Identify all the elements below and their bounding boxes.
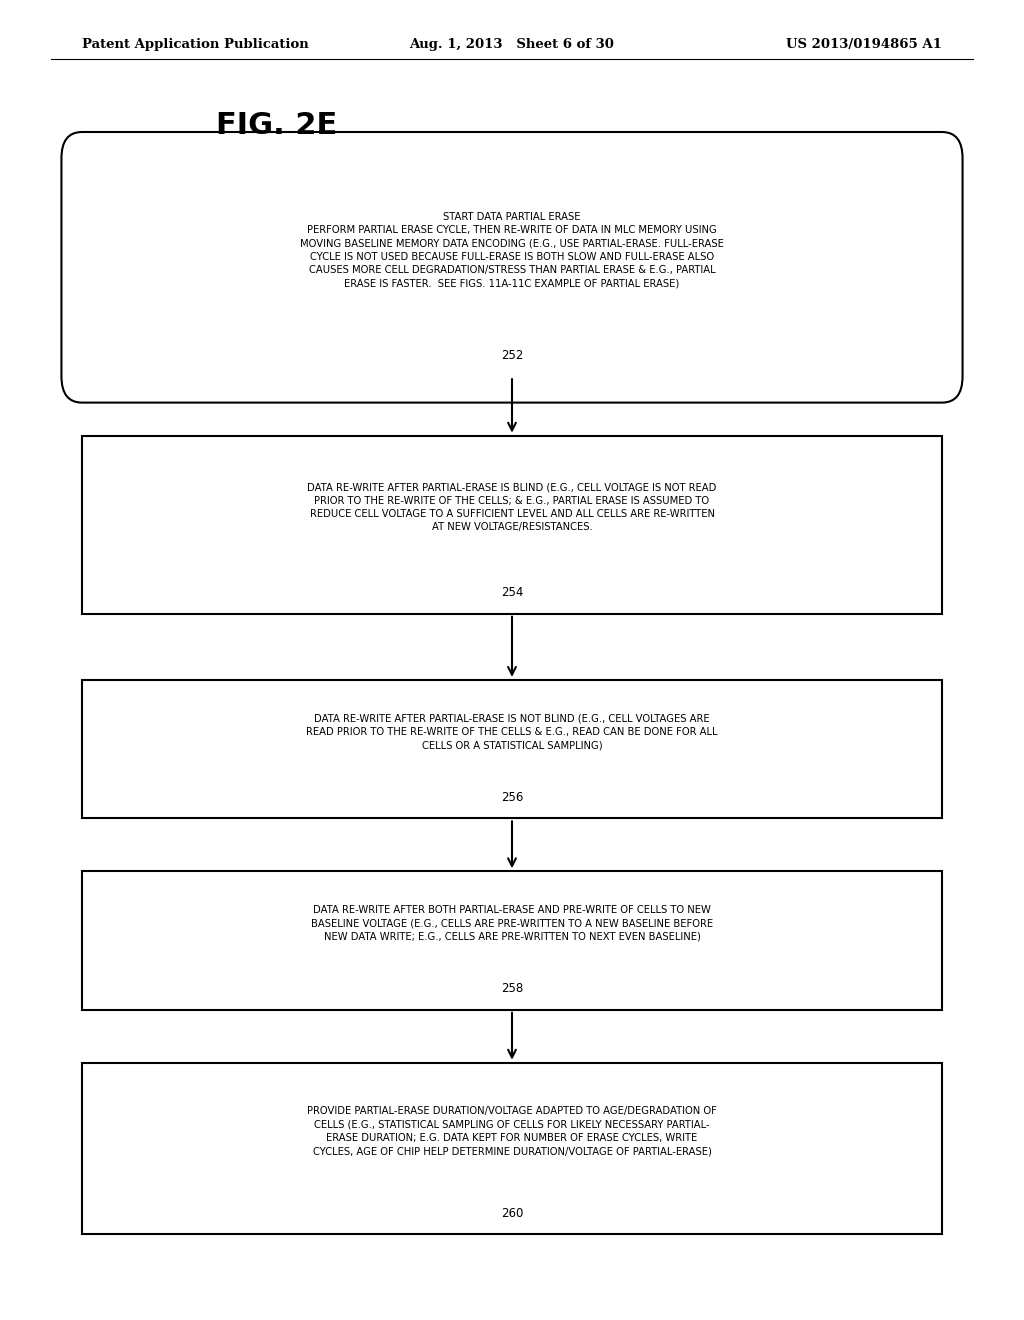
Text: US 2013/0194865 A1: US 2013/0194865 A1: [786, 38, 942, 51]
Text: 256: 256: [501, 791, 523, 804]
Text: Aug. 1, 2013   Sheet 6 of 30: Aug. 1, 2013 Sheet 6 of 30: [410, 38, 614, 51]
FancyBboxPatch shape: [61, 132, 963, 403]
FancyBboxPatch shape: [82, 436, 942, 614]
Text: PROVIDE PARTIAL-ERASE DURATION/VOLTAGE ADAPTED TO AGE/DEGRADATION OF
CELLS (E.G.: PROVIDE PARTIAL-ERASE DURATION/VOLTAGE A…: [307, 1106, 717, 1156]
Text: DATA RE-WRITE AFTER PARTIAL-ERASE IS BLIND (E.G., CELL VOLTAGE IS NOT READ
PRIOR: DATA RE-WRITE AFTER PARTIAL-ERASE IS BLI…: [307, 483, 717, 532]
Text: 252: 252: [501, 348, 523, 362]
Text: FIG. 2E: FIG. 2E: [216, 111, 337, 140]
Text: DATA RE-WRITE AFTER PARTIAL-ERASE IS NOT BLIND (E.G., CELL VOLTAGES ARE
READ PRI: DATA RE-WRITE AFTER PARTIAL-ERASE IS NOT…: [306, 714, 718, 750]
FancyBboxPatch shape: [82, 871, 942, 1010]
Text: 260: 260: [501, 1206, 523, 1220]
Text: DATA RE-WRITE AFTER BOTH PARTIAL-ERASE AND PRE-WRITE OF CELLS TO NEW
BASELINE VO: DATA RE-WRITE AFTER BOTH PARTIAL-ERASE A…: [311, 906, 713, 941]
Text: 254: 254: [501, 586, 523, 599]
Text: Patent Application Publication: Patent Application Publication: [82, 38, 308, 51]
Text: 258: 258: [501, 982, 523, 995]
FancyBboxPatch shape: [82, 680, 942, 818]
Text: START DATA PARTIAL ERASE
PERFORM PARTIAL ERASE CYCLE, THEN RE-WRITE OF DATA IN M: START DATA PARTIAL ERASE PERFORM PARTIAL…: [300, 213, 724, 288]
FancyBboxPatch shape: [82, 1063, 942, 1234]
